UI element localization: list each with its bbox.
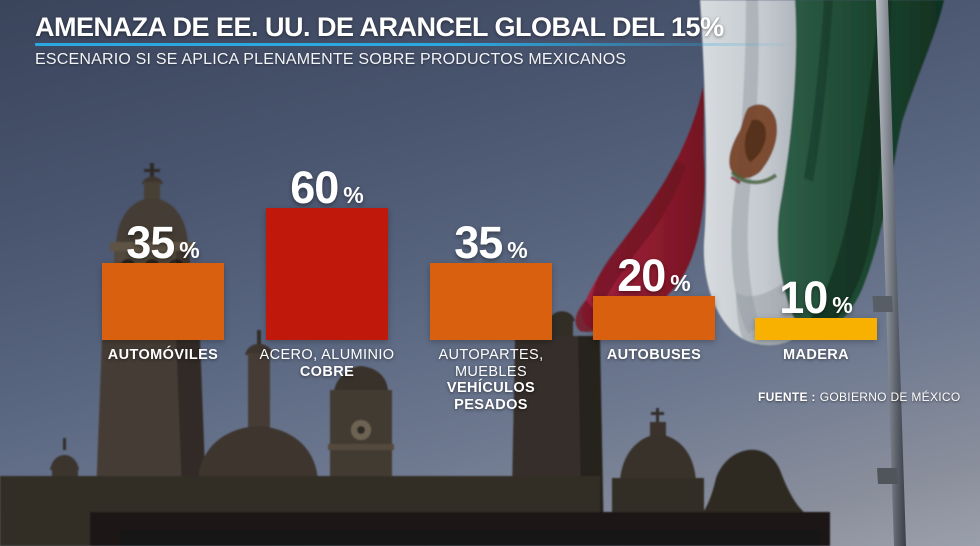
- bar-value-percent: %: [179, 237, 200, 263]
- source-label: FUENTE :: [758, 390, 816, 404]
- bar-label-line: AUTOMÓVILES: [107, 347, 219, 363]
- bar-label-line: COBRE: [299, 363, 355, 380]
- flagpole: [872, 0, 906, 546]
- page-title: AMENAZA DE EE. UU. DE ARANCEL GLOBAL DEL…: [35, 12, 724, 42]
- flag-eagle-emblem: [729, 104, 778, 185]
- bar-value: 35%: [126, 220, 200, 265]
- source-value: GOBIERNO DE MÉXICO: [819, 390, 961, 404]
- bar-value-number: 35: [454, 217, 503, 268]
- bar-value-number: 20: [617, 250, 666, 301]
- bar-label-line: MADERA: [782, 347, 850, 363]
- bar-label-line: ACERO, ALUMINIO: [259, 347, 395, 363]
- bar: [755, 318, 877, 340]
- bar-value-number: 10: [779, 272, 828, 323]
- chart-header: AMENAZA DE EE. UU. DE ARANCEL GLOBAL DEL…: [35, 12, 935, 68]
- bar-value: 35%: [454, 220, 528, 265]
- bar-label-line: AUTOBUSES: [606, 347, 702, 363]
- bar-label-line: VEHÍCULOS: [446, 380, 536, 396]
- bar-label: AUTOPARTES, MUEBLES VEHÍCULOS PESADOS: [408, 347, 574, 413]
- bar-value: 20%: [617, 253, 691, 298]
- bar-label-line: PESADOS: [454, 396, 528, 413]
- bar-value-number: 60: [290, 162, 339, 213]
- mexican-flag: [575, 0, 944, 346]
- bar-label: AUTOMÓVILES: [80, 347, 246, 364]
- bar-label-line: AUTOPARTES,: [438, 347, 544, 363]
- bar: [102, 263, 224, 340]
- bar-label: ACERO, ALUMINIO COBRE: [244, 347, 410, 380]
- bar-value: 60%: [290, 165, 364, 210]
- bar: [430, 263, 552, 340]
- title-underline: [35, 43, 800, 46]
- source-credit: FUENTE : GOBIERNO DE MÉXICO: [758, 390, 961, 404]
- bar-value-percent: %: [507, 237, 528, 263]
- bar-label: AUTOBUSES: [571, 347, 737, 364]
- bar-value-number: 35: [126, 217, 175, 268]
- bar-value-percent: %: [832, 292, 853, 318]
- bar-label-line: MUEBLES: [454, 363, 528, 380]
- bar: [593, 296, 715, 340]
- bar-value: 10%: [779, 275, 853, 320]
- bar-value-percent: %: [343, 182, 364, 208]
- page-subtitle: ESCENARIO SI SE APLICA PLENAMENTE SOBRE …: [35, 51, 627, 68]
- bar: [266, 208, 388, 340]
- bar-label: MADERA: [733, 347, 899, 364]
- bar-value-percent: %: [670, 270, 691, 296]
